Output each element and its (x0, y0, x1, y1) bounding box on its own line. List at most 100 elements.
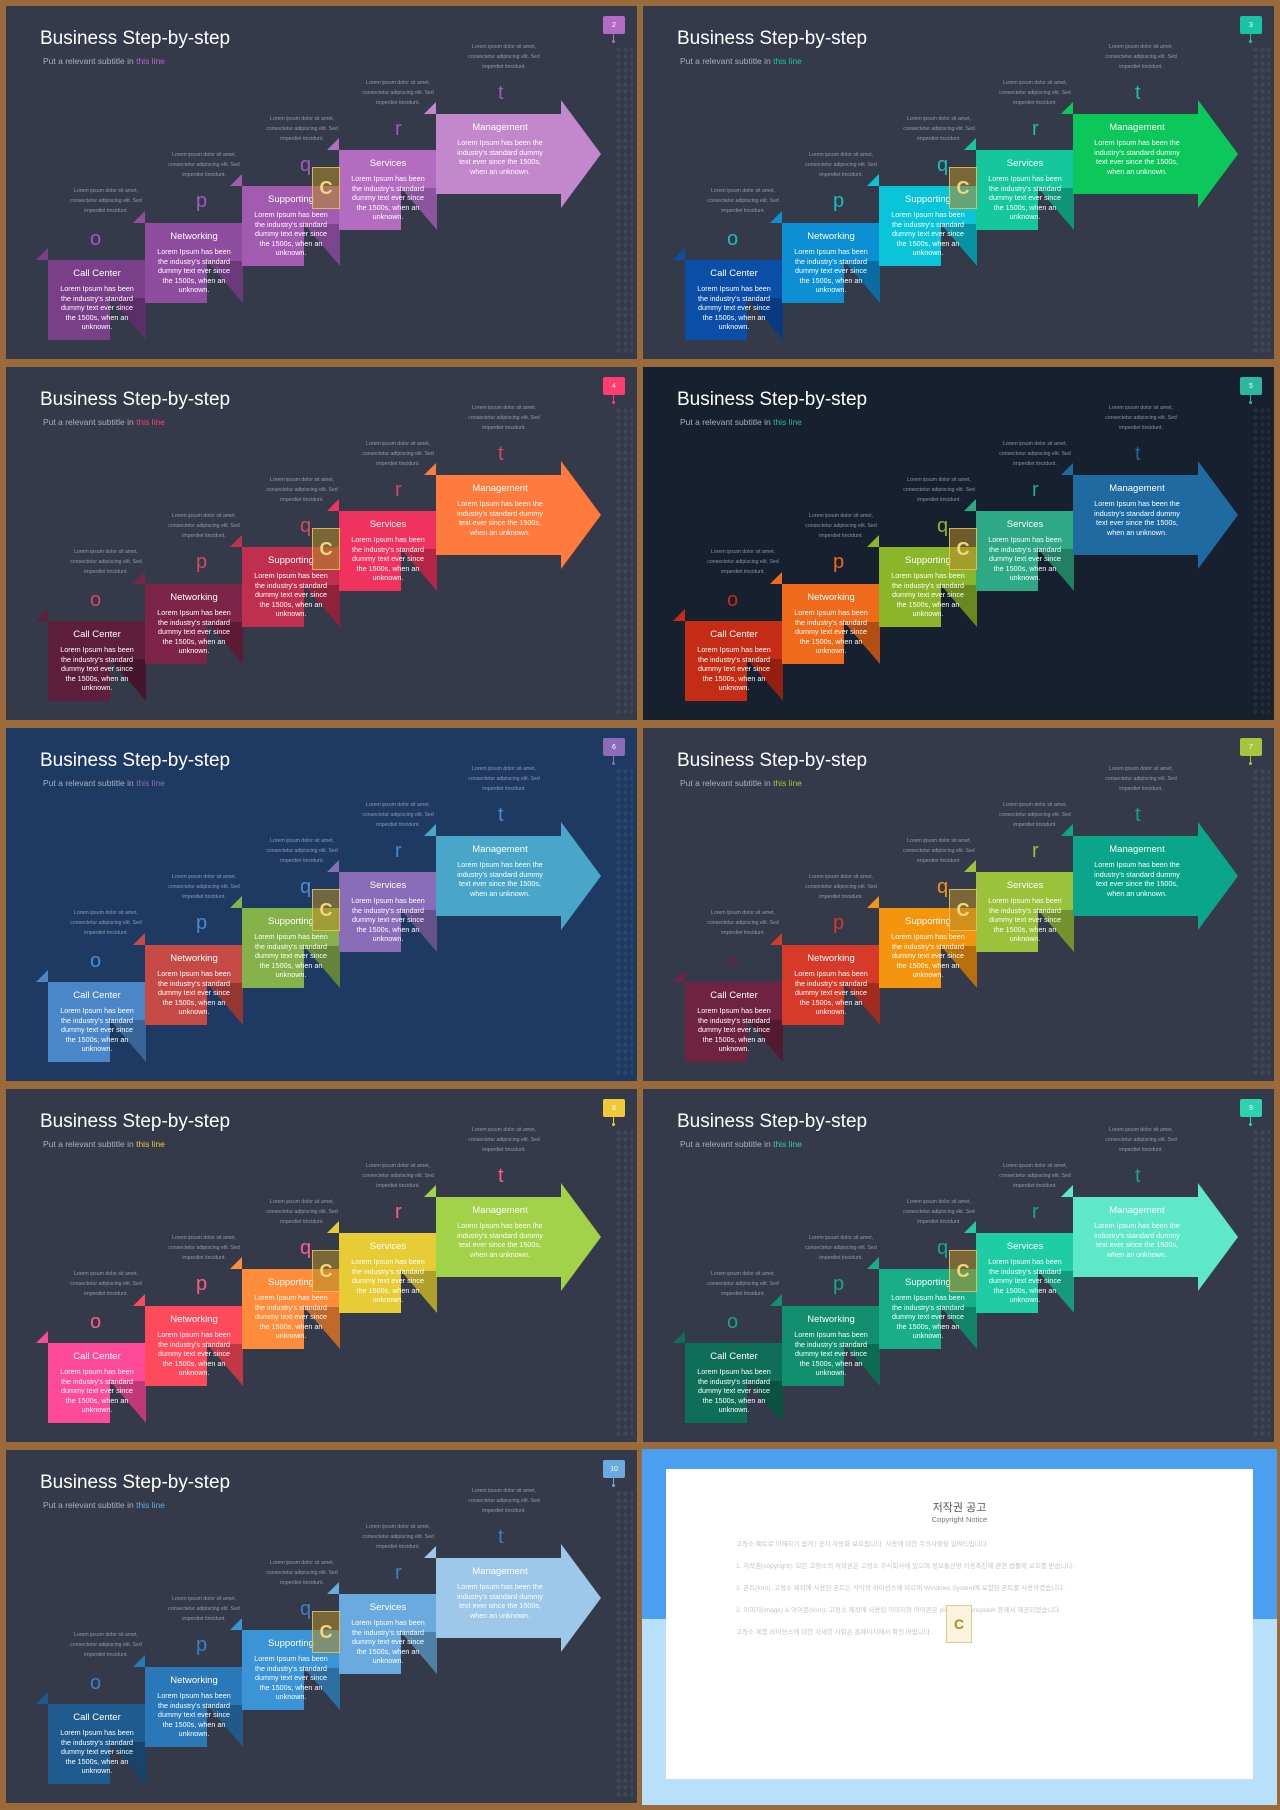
step-title: Management (1109, 483, 1165, 494)
step-corner-2 (133, 211, 145, 223)
step-description: Lorem Ipsum has been the industry's stan… (157, 1330, 231, 1377)
copyright-paragraph: 고정소 제품 라이선스에 대한 자세한 사항은 홈페이지에서 확인 바랍니다. (736, 1629, 932, 1636)
step-shape-5 (1073, 461, 1238, 569)
step-description: Lorem Ipsum has been the industry's stan… (254, 210, 328, 257)
step-description: Lorem Ipsum has been the industry's stan… (891, 571, 965, 618)
badge-dot (612, 1123, 615, 1126)
step-fold-1 (110, 298, 146, 340)
step-fold-3 (304, 224, 340, 266)
subtitle-text: Put a relevant subtitle in (43, 56, 137, 66)
subtitle-highlight: this line (773, 56, 802, 66)
step-title: Supporting (268, 1277, 314, 1288)
step-1: Call Center Lorem Ipsum has been the indu… (48, 260, 146, 340)
step-1: Call Center Lorem Ipsum has been the indu… (48, 1704, 146, 1784)
step-description: Lorem Ipsum has been the industry's stan… (697, 1006, 771, 1053)
step-shape-4 (339, 150, 437, 230)
step-note: Lorem ipsum dolor sit amet, consectetur … (707, 188, 779, 214)
step-corner-2 (770, 933, 782, 945)
step-shape-5 (436, 1544, 601, 1652)
step-letter-p: p (833, 912, 845, 934)
step-corner-1 (36, 609, 48, 621)
steps-graphic (673, 1183, 1238, 1423)
step-letter-r: r (1032, 118, 1039, 140)
step-corner-5 (424, 1546, 436, 1558)
page-number-badge: 8 (603, 1099, 625, 1117)
step-fold-4 (401, 188, 437, 230)
step-5: Management Lorem Ipsum has been the indus… (1081, 114, 1193, 194)
step-2: Networking Lorem Ipsum has been the indus… (145, 223, 243, 303)
copyright-logo: C (946, 1605, 972, 1643)
subtitle-text: Put a relevant subtitle in (680, 778, 774, 788)
step-fold-4 (1038, 1271, 1074, 1313)
badge-connector (613, 395, 614, 402)
step-description: Lorem Ipsum has been the industry's stan… (351, 1618, 425, 1665)
slide-10: Business Step-by-step Put a relevant subt… (6, 1450, 637, 1803)
step-note: Lorem ipsum dolor sit amet, consectetur … (805, 1235, 877, 1261)
step-letter-t: t (498, 82, 504, 104)
step-corner-2 (133, 572, 145, 584)
step-title: Management (472, 1205, 528, 1216)
step-title: Supporting (268, 194, 314, 205)
step-corner-2 (133, 1655, 145, 1667)
subtitle-text: Put a relevant subtitle in (43, 1500, 137, 1510)
step-description: Lorem Ipsum has been the industry's stan… (60, 1728, 134, 1775)
step-description: Lorem Ipsum has been the industry's stan… (1094, 499, 1180, 537)
step-letter-o: o (90, 228, 102, 250)
step-3: Supporting Lorem Ipsum has been the indus… (242, 547, 340, 627)
step-note: Lorem ipsum dolor sit amet, consectetur … (805, 152, 877, 178)
step-corner-5 (424, 102, 436, 114)
step-note: Lorem ipsum dolor sit amet, consectetur … (999, 441, 1071, 467)
step-1: Call Center Lorem Ipsum has been the indu… (685, 621, 783, 701)
step-shape-4 (976, 150, 1074, 230)
step-title: Call Center (710, 629, 758, 640)
step-fold-1 (747, 1381, 783, 1423)
step-note: Lorem ipsum dolor sit amet, consectetur … (362, 1163, 434, 1189)
step-title: Management (472, 122, 528, 133)
step-1: Call Center Lorem Ipsum has been the indu… (685, 260, 783, 340)
step-description: Lorem Ipsum has been the industry's stan… (254, 1654, 328, 1701)
slide-subtitle: Put a relevant subtitle in this line (43, 1139, 165, 1149)
step-shape-4 (339, 511, 437, 591)
step-description: Lorem Ipsum has been the industry's stan… (988, 174, 1062, 221)
dot-pattern (1252, 1129, 1270, 1438)
subtitle-text: Put a relevant subtitle in (43, 1139, 137, 1149)
step-letter-t: t (498, 804, 504, 826)
step-note: Lorem ipsum dolor sit amet, consectetur … (805, 874, 877, 900)
slide-title: Business Step-by-step (677, 28, 868, 49)
step-shape-5 (1073, 100, 1238, 208)
step-corner-4 (964, 1221, 976, 1233)
step-shape-1 (48, 1343, 146, 1423)
step-3: Supporting Lorem Ipsum has been the indus… (879, 1269, 977, 1349)
step-letter-o: o (727, 1311, 739, 1333)
step-shape-1 (685, 1343, 783, 1423)
step-2: Networking Lorem Ipsum has been the indus… (145, 945, 243, 1025)
step-2: Networking Lorem Ipsum has been the indus… (145, 584, 243, 664)
watermark-logo: C (312, 889, 340, 931)
step-description: Lorem Ipsum has been the industry's stan… (60, 1367, 134, 1414)
step-letter-o: o (90, 1311, 102, 1333)
copyright-paragraph: 3. 이미지(image) & 아이콘(icon): 고정소 제작에 사용된 이… (736, 1607, 1062, 1614)
step-2: Networking Lorem Ipsum has been the indus… (782, 584, 880, 664)
step-4: Services Lorem Ipsum has been the industr… (339, 150, 437, 230)
step-letter-q: q (937, 1237, 949, 1259)
step-letter-t: t (1135, 804, 1141, 826)
dot-pattern (615, 407, 633, 716)
step-note: Lorem ipsum dolor sit amet, consectetur … (362, 1524, 434, 1550)
step-letter-p: p (196, 1634, 208, 1656)
step-shape-5 (436, 461, 601, 569)
step-corner-5 (1061, 824, 1073, 836)
step-letter-o: o (727, 950, 739, 972)
step-shape-1 (48, 621, 146, 701)
step-description: Lorem Ipsum has been the industry's stan… (351, 1257, 425, 1304)
step-note: Lorem ipsum dolor sit amet, consectetur … (468, 766, 540, 792)
step-description: Lorem Ipsum has been the industry's stan… (351, 535, 425, 582)
step-5: Management Lorem Ipsum has been the indus… (444, 836, 556, 916)
subtitle-highlight: this line (773, 778, 802, 788)
step-corner-1 (36, 1692, 48, 1704)
step-letter-o: o (727, 589, 739, 611)
badge-connector (1250, 395, 1251, 402)
badge-dot (612, 401, 615, 404)
dot-pattern (615, 768, 633, 1077)
step-fold-4 (1038, 549, 1074, 591)
step-fold-2 (207, 983, 243, 1025)
